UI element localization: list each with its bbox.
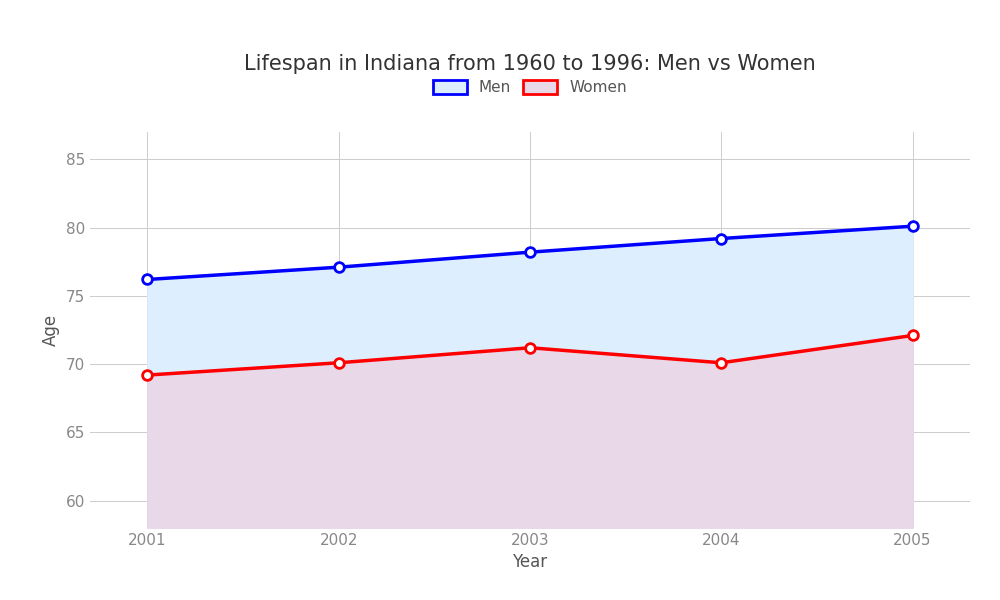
X-axis label: Year: Year: [512, 553, 548, 571]
Legend: Men, Women: Men, Women: [425, 73, 635, 103]
Title: Lifespan in Indiana from 1960 to 1996: Men vs Women: Lifespan in Indiana from 1960 to 1996: M…: [244, 53, 816, 73]
Y-axis label: Age: Age: [42, 314, 60, 346]
